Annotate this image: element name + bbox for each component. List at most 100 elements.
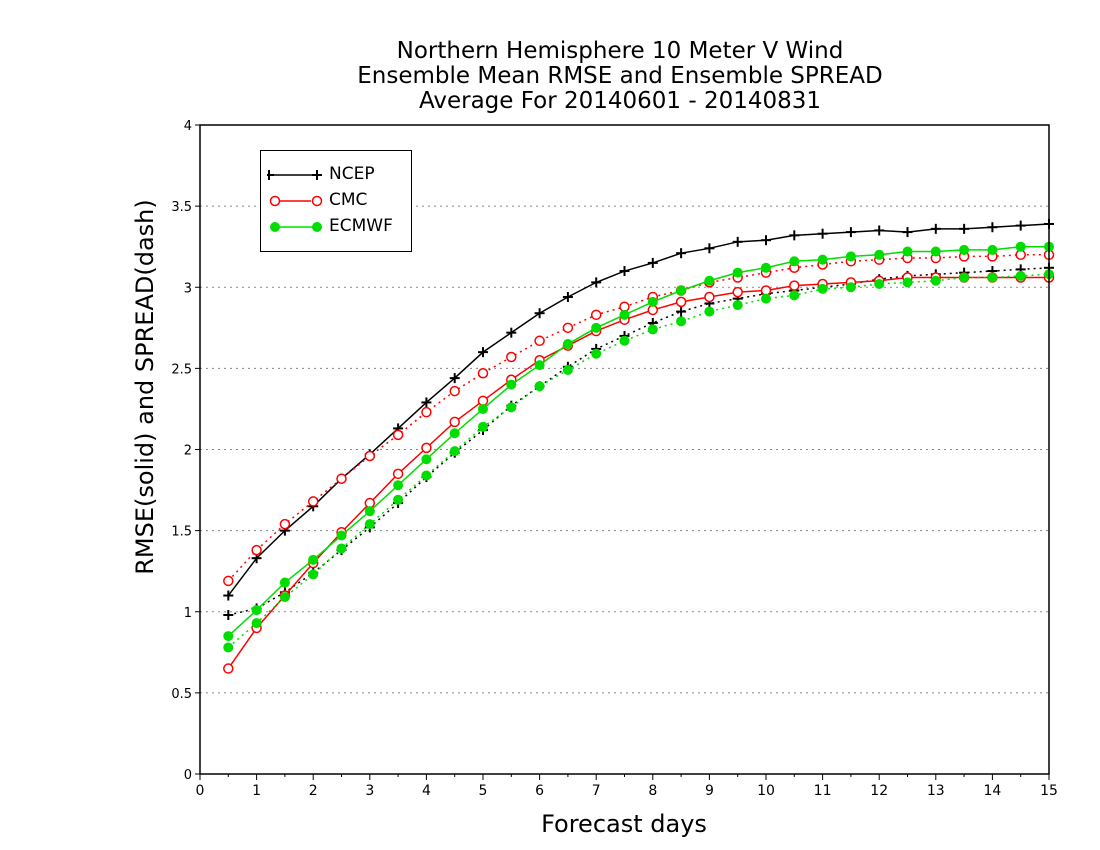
data-point: [1015, 241, 1026, 252]
data-point: [817, 254, 828, 265]
data-point: [506, 327, 517, 338]
data-point: [251, 544, 262, 556]
chart-title-line-3: Average For 20140601 - 20140831: [418, 88, 822, 114]
data-point: [987, 272, 998, 283]
x-tick-label: 1: [252, 783, 261, 799]
data-point: [279, 592, 290, 603]
x-tick-label: 8: [648, 783, 657, 799]
data-point: [562, 364, 573, 375]
y-tick-label: 2.5: [171, 362, 192, 377]
series-ncep-spread: [223, 262, 1054, 620]
data-point: [845, 227, 856, 238]
x-tick-label: 11: [814, 783, 832, 799]
series-layer: [223, 218, 1055, 674]
x-tick-label: 4: [422, 783, 431, 799]
data-point: [364, 506, 375, 517]
data-point: [308, 569, 319, 580]
data-point: [393, 480, 404, 491]
data-point: [336, 473, 347, 484]
data-point: [393, 494, 404, 505]
data-point: [591, 348, 602, 359]
data-point: [364, 450, 376, 462]
data-point: [590, 309, 602, 321]
data-point: [902, 227, 913, 238]
filled-circle-marker-icon: [270, 222, 322, 232]
data-point: [591, 322, 602, 333]
data-point: [477, 367, 489, 379]
data-point: [223, 609, 234, 620]
data-point: [676, 285, 687, 296]
gridlines: [200, 205, 1049, 694]
data-point: [930, 275, 941, 286]
data-point: [562, 291, 573, 302]
x-tick-label: 5: [479, 783, 488, 799]
x-tick-label: 7: [592, 783, 601, 799]
x-tick-label: 12: [870, 783, 888, 799]
data-point: [930, 246, 941, 257]
data-point: [761, 235, 771, 246]
data-point: [704, 243, 715, 254]
data-point: [562, 339, 573, 350]
x-tick-label: 0: [196, 783, 205, 799]
data-point: [732, 286, 743, 298]
data-point: [647, 257, 658, 268]
data-point: [392, 429, 404, 441]
series-cmc-spread: [223, 249, 1055, 587]
data-point: [874, 249, 885, 260]
data-point: [789, 290, 800, 301]
x-tick-label: 9: [705, 783, 714, 799]
y-axis-label: RMSE(solid) and SPREAD(dash): [131, 199, 159, 575]
data-point: [817, 228, 828, 239]
plus-marker-icon: [267, 170, 322, 180]
data-point: [647, 296, 658, 307]
x-tick-label: 10: [757, 783, 775, 799]
data-point: [959, 244, 970, 255]
legend-label-ncep: NCEP: [329, 164, 375, 184]
data-point: [789, 256, 800, 267]
data-point: [251, 618, 262, 629]
y-tick-label: 1: [184, 606, 192, 621]
data-point: [534, 335, 545, 347]
data-point: [845, 251, 856, 262]
data-point: [364, 519, 375, 530]
data-point: [1015, 220, 1026, 231]
data-point: [449, 385, 460, 397]
x-axis-label: Forecast days: [541, 810, 707, 838]
legend-item-ncep: NCEP: [261, 164, 411, 188]
open-circle-marker-icon: [269, 195, 323, 207]
data-point: [307, 496, 319, 507]
series-ncep-rmse: [223, 218, 1054, 601]
data-point: [874, 279, 885, 290]
data-point: [449, 373, 460, 384]
series-line: [227, 276, 1049, 669]
data-point: [930, 223, 941, 234]
data-point: [223, 631, 234, 642]
data-point: [534, 308, 545, 319]
data-point: [761, 293, 771, 304]
data-point: [223, 590, 234, 601]
data-point: [336, 543, 347, 554]
data-point: [619, 309, 630, 320]
y-tick-label: 2: [184, 444, 192, 459]
data-point: [223, 575, 234, 587]
data-point: [817, 283, 828, 294]
data-point: [676, 316, 687, 327]
data-point: [562, 322, 574, 334]
series-line: [228, 267, 1050, 616]
data-point: [874, 225, 885, 236]
data-point: [619, 266, 630, 277]
data-point: [478, 347, 488, 358]
data-point: [421, 397, 432, 408]
data-point: [279, 577, 290, 588]
x-tick-label: 15: [1040, 783, 1058, 799]
chart-legend: NCEP CMC ECMWF: [260, 150, 412, 252]
data-point: [534, 381, 545, 392]
data-point: [478, 421, 488, 432]
series-line: [227, 254, 1049, 582]
data-point: [987, 222, 998, 233]
data-point: [704, 275, 715, 286]
data-point: [761, 262, 771, 273]
data-point: [902, 246, 913, 257]
data-point: [987, 244, 998, 255]
